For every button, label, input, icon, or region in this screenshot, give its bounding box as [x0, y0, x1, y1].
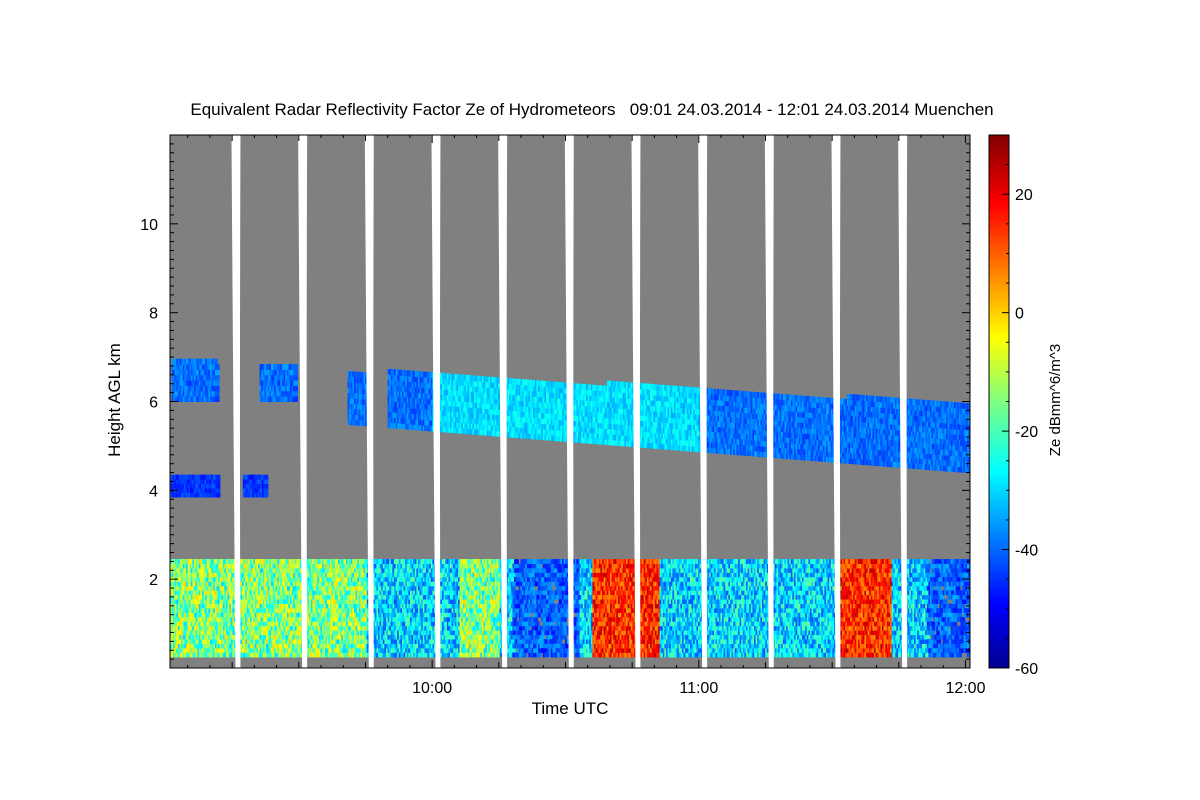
ze-cell — [510, 572, 516, 578]
ze-cell — [541, 603, 546, 609]
ze-cell — [528, 559, 534, 565]
ze-cell — [514, 563, 519, 569]
ze-cell — [522, 652, 527, 658]
ze-cell — [514, 559, 519, 565]
ze-cell — [526, 590, 532, 596]
ze-cell — [534, 634, 540, 640]
ze-cell — [530, 608, 535, 613]
ze-cell — [544, 621, 550, 627]
ze-cell — [525, 634, 530, 640]
ze-cell — [525, 625, 530, 631]
ze-cell — [539, 634, 545, 640]
ze-cell — [510, 648, 516, 653]
ze-cell — [534, 568, 540, 573]
ze-cell — [530, 585, 535, 591]
ze-cell — [542, 648, 548, 653]
ze-cell — [510, 585, 516, 591]
ze-cell — [518, 568, 524, 573]
ze-cell — [515, 603, 521, 609]
ze-cell — [530, 572, 535, 578]
ze-cell — [520, 563, 526, 569]
ze-cell — [541, 594, 546, 600]
ze-cell — [542, 612, 548, 618]
ze-cell — [531, 563, 537, 569]
ze-cell — [531, 576, 537, 582]
ze-cell — [512, 616, 518, 622]
ze-cell — [538, 639, 543, 644]
ze-cell — [517, 630, 522, 636]
ze-cell — [536, 563, 542, 569]
ze-cell — [544, 652, 550, 658]
ze-cell — [534, 621, 540, 627]
ze-cell — [512, 643, 518, 649]
ze-cell — [523, 572, 529, 578]
chart-title: Equivalent Radar Reflectivity Factor Ze … — [190, 100, 993, 119]
ze-cell — [542, 585, 548, 591]
ze-cell — [525, 612, 530, 618]
ze-cell — [515, 590, 521, 596]
ze-cell — [536, 652, 542, 658]
ze-cell — [526, 563, 532, 569]
ze-cell — [533, 616, 538, 622]
plot-area — [170, 135, 970, 668]
